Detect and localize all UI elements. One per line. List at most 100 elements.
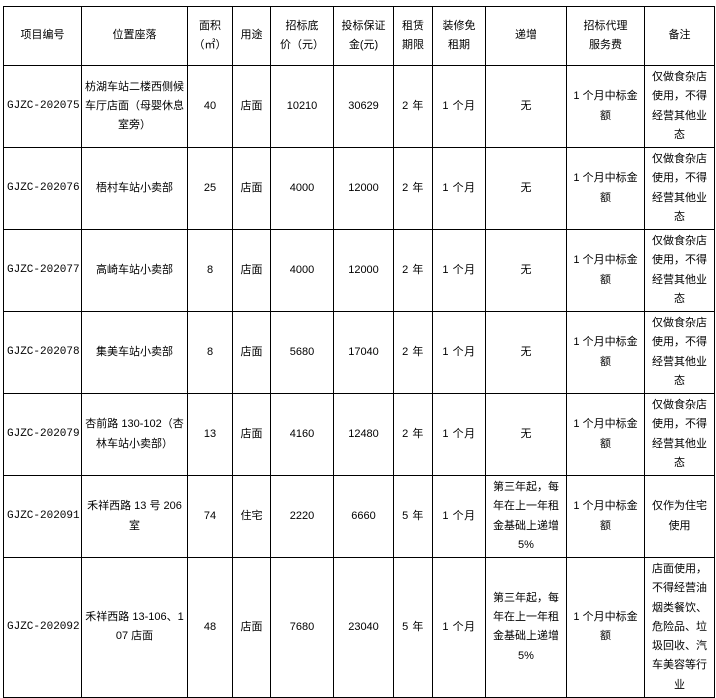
table-row: GJZC-202078 集美车站小卖部 8 店面 5680 17040 2 年 … [3, 311, 715, 394]
cell-free-reno: 1 个月 [432, 311, 486, 394]
cell-deposit: 23040 [333, 557, 394, 698]
cell-agency-fee: 1 个月中标金额 [566, 65, 645, 148]
cell-deposit: 12000 [333, 147, 394, 230]
cell-project-no: GJZC-202077 [3, 229, 82, 312]
header-cell-area: 面积 （㎡） [187, 6, 233, 66]
cell-remarks: 仅做食杂店使用，不得经营其他业态 [644, 311, 715, 394]
cell-usage: 店面 [232, 229, 271, 312]
cell-escalation: 第三年起，每年在上一年租金基础上递增 5% [485, 475, 567, 558]
cell-project-no: GJZC-202078 [3, 311, 82, 394]
header-label-agency-fee-line2: 服务费 [589, 39, 622, 51]
cell-base-price: 4000 [270, 147, 334, 230]
cell-lease-term: 2 年 [393, 393, 433, 476]
cell-deposit: 17040 [333, 311, 394, 394]
header-cell-remarks: 备注 [644, 6, 715, 66]
cell-deposit: 30629 [333, 65, 394, 148]
header-label-location: 位置座落 [112, 29, 157, 42]
table-row: GJZC-202076 梧村车站小卖部 25 店面 4000 12000 2 年… [3, 147, 715, 230]
header-label-lease-term-line1: 租赁 [402, 19, 424, 32]
cell-lease-term: 2 年 [393, 311, 433, 394]
header-label-escalation: 递增 [515, 29, 537, 42]
header-cell-escalation: 递增 [485, 6, 567, 66]
cell-free-reno: 1 个月 [432, 147, 486, 230]
cell-location: 杏前路 130-102（杏林车站小卖部） [81, 393, 188, 476]
cell-lease-term: 5 年 [393, 557, 433, 698]
cell-base-price: 4000 [270, 229, 334, 312]
header-cell-project-no: 项目编号 [3, 6, 82, 66]
header-label-area-line2: （㎡） [193, 39, 227, 51]
header-label-base-price-line2: 价（元） [280, 39, 324, 51]
cell-lease-term: 2 年 [393, 147, 433, 230]
cell-area: 74 [187, 475, 233, 558]
table-row: GJZC-202091 禾祥西路 13 号 206 室 74 住宅 2220 6… [3, 475, 715, 558]
bid-listing-table: 项目编号 位置座落 面积 （㎡） 用途 招标底 价（元） 投标保证 [3, 6, 715, 698]
cell-location: 梧村车站小卖部 [81, 147, 188, 230]
cell-base-price: 10210 [270, 65, 334, 148]
cell-agency-fee: 1 个月中标金额 [566, 393, 645, 476]
cell-remarks: 仅做食杂店使用，不得经营其他业态 [644, 147, 715, 230]
cell-location: 高崎车站小卖部 [81, 229, 188, 312]
header-cell-usage: 用途 [232, 6, 271, 66]
cell-usage: 店面 [232, 557, 271, 698]
cell-location: 禾祥西路 13-106、107 店面 [81, 557, 188, 698]
cell-free-reno: 1 个月 [432, 475, 486, 558]
cell-project-no: GJZC-202092 [3, 557, 82, 698]
header-label-deposit-line1: 投标保证 [341, 19, 386, 32]
cell-usage: 店面 [232, 311, 271, 394]
cell-remarks: 仅作为住宅使用 [644, 475, 715, 558]
cell-agency-fee: 1 个月中标金额 [566, 147, 645, 230]
document-page: 项目编号 位置座落 面积 （㎡） 用途 招标底 价（元） 投标保证 [0, 6, 716, 698]
table-row: GJZC-202079 杏前路 130-102（杏林车站小卖部） 13 店面 4… [3, 393, 715, 476]
table-row: GJZC-202092 禾祥西路 13-106、107 店面 48 店面 768… [3, 557, 715, 698]
cell-usage: 店面 [232, 393, 271, 476]
cell-agency-fee: 1 个月中标金额 [566, 557, 645, 698]
cell-agency-fee: 1 个月中标金额 [566, 229, 645, 312]
header-label-agency-fee-line1: 招标代理 [583, 19, 628, 32]
header-label-usage: 用途 [240, 29, 263, 42]
table-body: GJZC-202075 枋湖车站二楼西侧候车厅店面（母婴休息室旁） 40 店面 … [3, 65, 715, 698]
cell-location: 禾祥西路 13 号 206 室 [81, 475, 188, 558]
cell-location: 集美车站小卖部 [81, 311, 188, 394]
cell-location: 枋湖车站二楼西侧候车厅店面（母婴休息室旁） [81, 65, 188, 148]
cell-project-no: GJZC-202075 [3, 65, 82, 148]
table-row: GJZC-202077 高崎车站小卖部 8 店面 4000 12000 2 年 … [3, 229, 715, 312]
cell-free-reno: 1 个月 [432, 229, 486, 312]
cell-escalation: 无 [485, 393, 567, 476]
cell-free-reno: 1 个月 [432, 557, 486, 698]
cell-escalation: 无 [485, 65, 567, 148]
table-row: GJZC-202075 枋湖车站二楼西侧候车厅店面（母婴休息室旁） 40 店面 … [3, 65, 715, 148]
header-cell-agency-fee: 招标代理 服务费 [566, 6, 645, 66]
header-cell-location: 位置座落 [81, 6, 188, 66]
header-label-lease-term-line2: 期限 [402, 39, 424, 51]
header-label-deposit-line2: 金(元) [348, 39, 379, 51]
cell-agency-fee: 1 个月中标金额 [566, 311, 645, 394]
header-label-free-reno-line2: 租期 [448, 39, 470, 51]
cell-base-price: 5680 [270, 311, 334, 394]
header-cell-lease-term: 租赁 期限 [393, 6, 433, 66]
cell-remarks: 仅做食杂店使用，不得经营其他业态 [644, 393, 715, 476]
header-label-base-price-line1: 招标底 [285, 19, 319, 32]
cell-lease-term: 5 年 [393, 475, 433, 558]
cell-base-price: 2220 [270, 475, 334, 558]
cell-free-reno: 1 个月 [432, 393, 486, 476]
cell-base-price: 7680 [270, 557, 334, 698]
cell-deposit: 12480 [333, 393, 394, 476]
cell-remarks: 仅做食杂店使用，不得经营其他业态 [644, 229, 715, 312]
header-label-free-reno-line1: 装修免 [442, 19, 476, 32]
cell-escalation: 无 [485, 311, 567, 394]
header-cell-free-reno: 装修免 租期 [432, 6, 486, 66]
cell-deposit: 12000 [333, 229, 394, 312]
cell-area: 8 [187, 311, 233, 394]
cell-deposit: 6660 [333, 475, 394, 558]
header-cell-base-price: 招标底 价（元） [270, 6, 334, 66]
cell-project-no: GJZC-202076 [3, 147, 82, 230]
cell-free-reno: 1 个月 [432, 65, 486, 148]
cell-usage: 店面 [232, 65, 271, 148]
cell-lease-term: 2 年 [393, 229, 433, 312]
cell-usage: 住宅 [232, 475, 271, 558]
cell-area: 25 [187, 147, 233, 230]
cell-remarks: 店面使用，不得经营油烟类餐饮、危险品、垃圾回收、汽车美容等行业 [644, 557, 715, 698]
header-label-area-line1: 面积 [199, 19, 221, 32]
cell-escalation: 无 [485, 147, 567, 230]
cell-agency-fee: 1 个月中标金额 [566, 475, 645, 558]
